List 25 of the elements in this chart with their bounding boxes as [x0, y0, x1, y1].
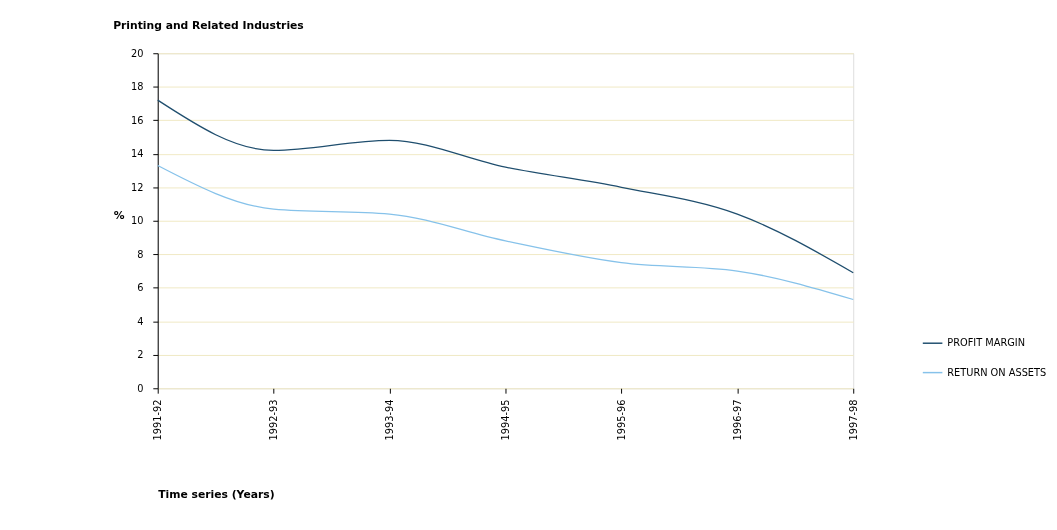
- chart-title: Printing and Related Industries: [113, 18, 304, 32]
- x-tick-label: 1991-92: [152, 399, 164, 441]
- y-tick-label: 10: [131, 215, 144, 227]
- legend-label: PROFIT MARGIN: [947, 337, 1025, 349]
- x-tick-label: 1994-95: [499, 399, 511, 441]
- line-series: [157, 99, 854, 274]
- x-tick-label: 1993-94: [383, 399, 395, 441]
- y-tick-label: 6: [137, 282, 144, 294]
- x-tick-label: 1992-93: [268, 399, 280, 441]
- y-tick-label: 4: [137, 315, 144, 327]
- y-tick-label: 18: [131, 81, 144, 93]
- y-tick-label: 16: [131, 114, 144, 126]
- y-tick-label: 20: [131, 47, 144, 59]
- y-tick-label: 12: [131, 181, 144, 193]
- x-axis-title: Time series (Years): [158, 488, 275, 502]
- legend-label: RETURN ON ASSETS: [947, 366, 1047, 378]
- y-tick-label: 8: [137, 248, 144, 260]
- y-tick-label: 14: [131, 148, 144, 160]
- line-series: [157, 164, 854, 301]
- x-tick-label: 1997-98: [847, 399, 859, 441]
- y-tick-label: 2: [137, 349, 144, 361]
- y-axis-title: %: [113, 209, 125, 223]
- x-tick-label: 1995-96: [615, 399, 627, 441]
- y-tick-label: 0: [137, 382, 144, 394]
- x-tick-label: 1996-97: [731, 399, 743, 441]
